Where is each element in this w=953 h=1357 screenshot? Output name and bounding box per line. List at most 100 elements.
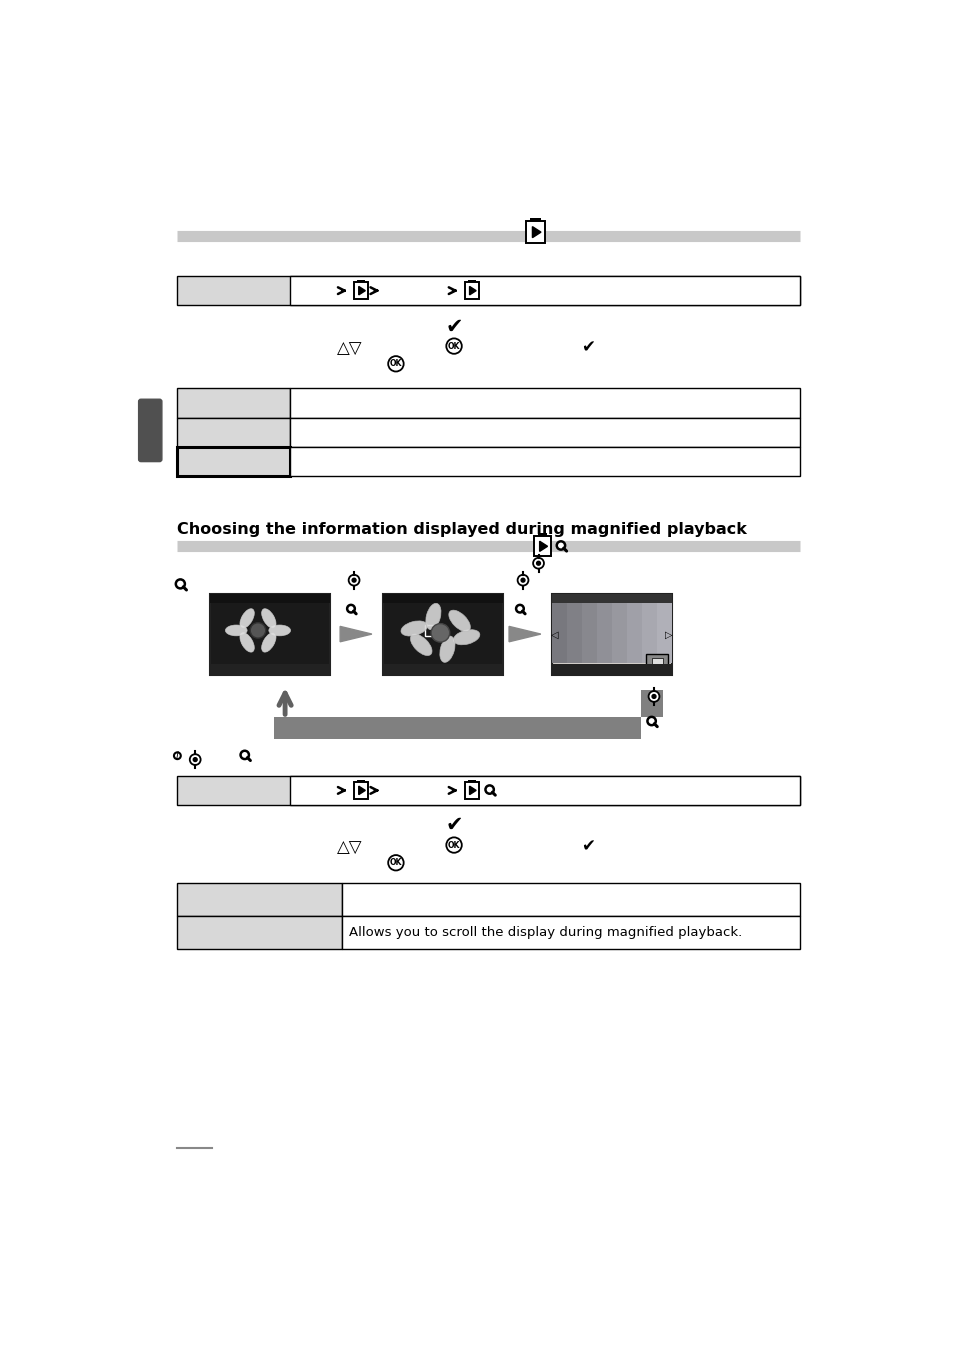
Circle shape — [652, 695, 656, 699]
Circle shape — [517, 575, 528, 586]
Circle shape — [533, 558, 543, 569]
Bar — [530, 218, 540, 221]
Bar — [581, 604, 597, 662]
Text: ✔: ✔ — [580, 837, 595, 856]
Circle shape — [173, 752, 181, 759]
Bar — [342, 916, 800, 949]
Bar — [424, 624, 440, 636]
Bar — [537, 533, 547, 536]
Ellipse shape — [453, 630, 479, 645]
Ellipse shape — [269, 626, 291, 636]
Polygon shape — [469, 786, 476, 795]
Bar — [626, 604, 641, 662]
Polygon shape — [539, 541, 547, 551]
Bar — [382, 664, 502, 674]
Text: OK: OK — [390, 858, 402, 867]
Circle shape — [648, 691, 659, 702]
Bar — [177, 275, 800, 305]
Circle shape — [352, 578, 355, 582]
Text: ✔: ✔ — [445, 816, 462, 835]
Text: i: i — [175, 750, 178, 761]
Ellipse shape — [425, 604, 440, 630]
Bar — [177, 446, 290, 476]
Text: ▷: ▷ — [664, 630, 672, 639]
Bar — [274, 718, 640, 738]
Bar — [210, 594, 330, 604]
Polygon shape — [469, 286, 476, 294]
Text: △▽: △▽ — [337, 837, 362, 856]
Bar — [382, 594, 502, 604]
Bar — [290, 418, 800, 446]
Text: ◁: ◁ — [551, 630, 558, 639]
Text: ✔: ✔ — [580, 339, 595, 357]
Circle shape — [348, 575, 359, 586]
Bar — [640, 691, 661, 718]
Text: △▽: △▽ — [337, 339, 362, 357]
Circle shape — [557, 541, 564, 550]
Text: OK: OK — [390, 360, 402, 368]
Circle shape — [446, 837, 461, 852]
Bar — [177, 388, 290, 418]
Polygon shape — [340, 627, 372, 642]
Circle shape — [240, 750, 249, 759]
Bar — [210, 664, 330, 674]
Bar — [177, 418, 290, 446]
Bar — [551, 664, 671, 674]
Ellipse shape — [400, 622, 427, 636]
Text: OK: OK — [447, 342, 459, 350]
Ellipse shape — [261, 609, 275, 628]
Circle shape — [190, 754, 200, 765]
Circle shape — [516, 605, 523, 612]
Ellipse shape — [439, 636, 455, 662]
Circle shape — [250, 623, 266, 638]
Circle shape — [175, 579, 185, 589]
Circle shape — [431, 624, 449, 642]
Polygon shape — [509, 627, 540, 642]
Bar — [533, 536, 551, 556]
Ellipse shape — [240, 632, 254, 653]
Ellipse shape — [410, 634, 432, 655]
Bar — [611, 604, 626, 662]
Circle shape — [193, 757, 197, 761]
Polygon shape — [358, 786, 365, 795]
Bar — [354, 782, 368, 799]
Ellipse shape — [448, 611, 470, 631]
Bar — [290, 275, 800, 305]
Bar — [551, 604, 566, 662]
Bar — [210, 594, 330, 674]
Bar — [382, 594, 502, 674]
Bar — [645, 654, 667, 672]
Bar — [290, 776, 800, 805]
Circle shape — [347, 605, 355, 612]
Bar — [656, 604, 671, 662]
Bar — [354, 282, 368, 299]
Circle shape — [485, 786, 494, 794]
Circle shape — [647, 716, 655, 725]
Circle shape — [388, 855, 403, 870]
Bar — [467, 280, 476, 282]
Bar — [467, 780, 476, 782]
Polygon shape — [358, 286, 365, 294]
Bar — [342, 883, 800, 916]
Bar — [651, 658, 661, 666]
Bar — [525, 221, 544, 243]
Text: ✔: ✔ — [445, 316, 462, 337]
Ellipse shape — [261, 632, 275, 653]
Bar — [356, 780, 365, 782]
FancyBboxPatch shape — [138, 399, 162, 461]
Circle shape — [536, 562, 540, 565]
Ellipse shape — [240, 609, 254, 628]
Text: Allows you to scroll the display during magnified playback.: Allows you to scroll the display during … — [348, 925, 741, 939]
Polygon shape — [532, 227, 540, 237]
Bar — [290, 388, 800, 418]
Circle shape — [446, 338, 461, 354]
Circle shape — [388, 356, 403, 372]
Bar — [597, 604, 611, 662]
Bar — [464, 782, 478, 799]
Text: OK: OK — [447, 840, 459, 849]
Bar — [290, 446, 800, 476]
Bar — [551, 594, 671, 674]
Bar — [566, 604, 581, 662]
Bar — [551, 594, 671, 604]
Bar — [641, 604, 656, 662]
